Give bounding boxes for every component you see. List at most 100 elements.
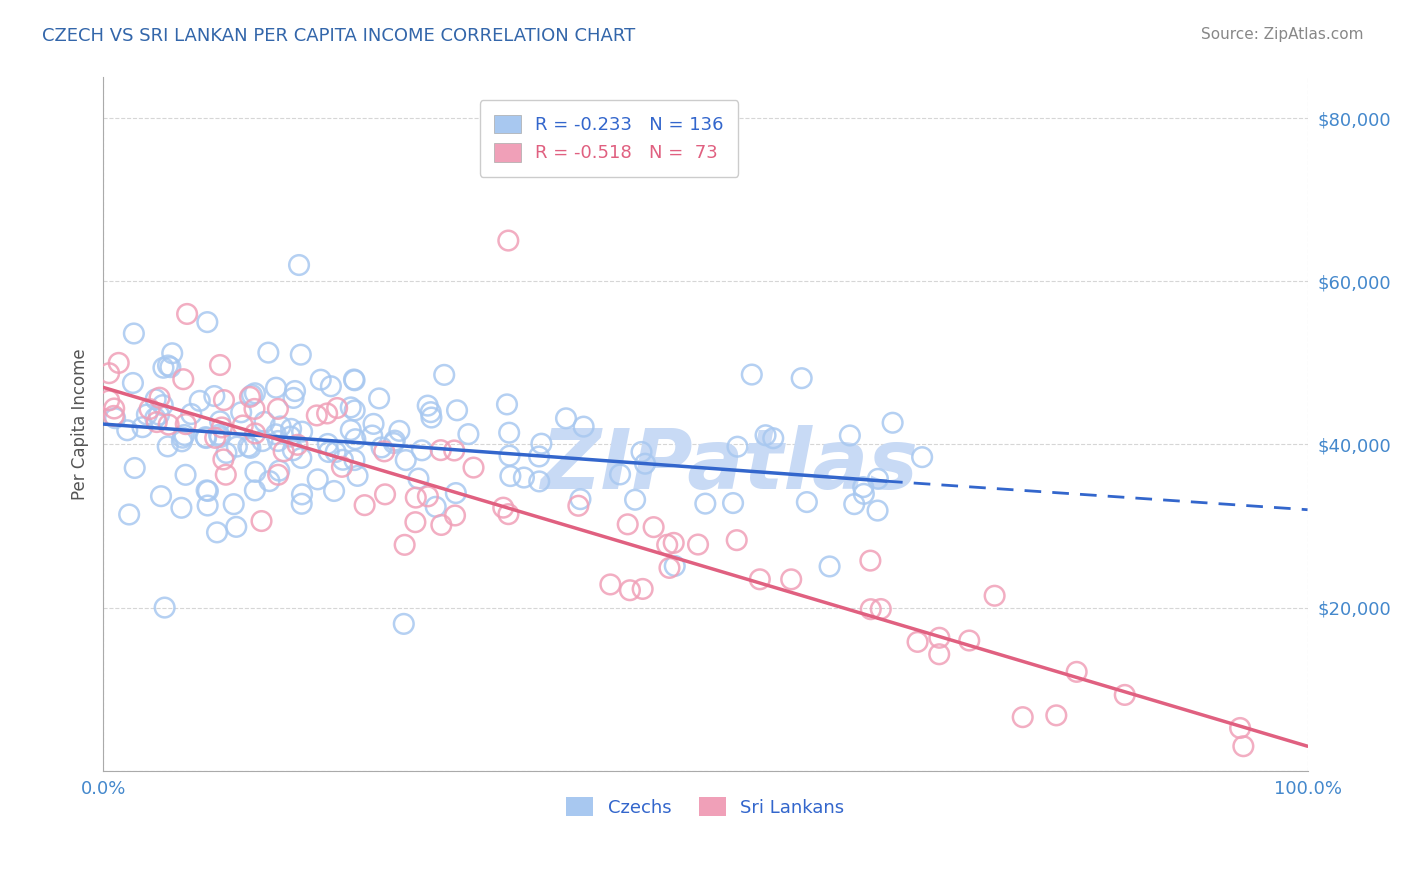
Point xyxy=(243,386,266,401)
Point xyxy=(156,359,179,373)
Point xyxy=(245,465,267,479)
Point xyxy=(172,431,194,445)
Point xyxy=(253,415,276,429)
Point xyxy=(156,439,179,453)
Point xyxy=(131,420,153,434)
Point xyxy=(98,366,121,380)
Point xyxy=(498,234,520,248)
Point xyxy=(174,467,197,482)
Point xyxy=(208,430,231,444)
Point xyxy=(513,470,536,484)
Point xyxy=(859,602,882,616)
Point xyxy=(498,507,520,521)
Point xyxy=(911,450,934,464)
Point xyxy=(118,508,141,522)
Point xyxy=(555,411,578,425)
Point xyxy=(616,517,638,532)
Text: ZIPatlas: ZIPatlas xyxy=(540,425,918,506)
Point xyxy=(257,345,280,359)
Point xyxy=(145,415,167,429)
Point xyxy=(1232,739,1254,754)
Point xyxy=(363,417,385,431)
Point xyxy=(624,492,647,507)
Point xyxy=(643,520,665,534)
Point xyxy=(225,520,247,534)
Point xyxy=(122,326,145,341)
Point xyxy=(309,373,332,387)
Point xyxy=(446,403,468,417)
Point xyxy=(529,475,551,489)
Point xyxy=(195,431,218,445)
Point xyxy=(160,346,183,360)
Point xyxy=(195,315,218,329)
Point xyxy=(323,483,346,498)
Point xyxy=(288,258,311,272)
Point xyxy=(273,444,295,458)
Point xyxy=(176,307,198,321)
Point xyxy=(1045,708,1067,723)
Point xyxy=(780,573,803,587)
Point xyxy=(159,360,181,375)
Point xyxy=(852,480,875,494)
Point xyxy=(725,533,748,548)
Point xyxy=(368,392,391,406)
Point xyxy=(330,459,353,474)
Point xyxy=(844,497,866,511)
Point xyxy=(443,443,465,458)
Point xyxy=(370,441,392,455)
Point xyxy=(394,538,416,552)
Point xyxy=(382,436,405,450)
Point xyxy=(172,372,194,386)
Text: Source: ZipAtlas.com: Source: ZipAtlas.com xyxy=(1201,27,1364,42)
Point xyxy=(1011,710,1033,724)
Point xyxy=(316,437,339,451)
Point xyxy=(429,443,451,458)
Point xyxy=(318,445,340,459)
Point xyxy=(305,409,328,423)
Point xyxy=(98,393,121,408)
Point xyxy=(869,602,891,616)
Point xyxy=(267,434,290,448)
Text: CZECH VS SRI LANKAN PER CAPITA INCOME CORRELATION CHART: CZECH VS SRI LANKAN PER CAPITA INCOME CO… xyxy=(42,27,636,45)
Point xyxy=(416,489,439,503)
Point xyxy=(325,445,347,459)
Point xyxy=(208,358,231,372)
Point xyxy=(721,496,744,510)
Point xyxy=(572,419,595,434)
Point xyxy=(208,414,231,428)
Point xyxy=(291,425,314,439)
Point xyxy=(344,432,367,446)
Point xyxy=(252,434,274,448)
Point xyxy=(197,483,219,498)
Point xyxy=(859,554,882,568)
Point xyxy=(150,489,173,503)
Point xyxy=(882,416,904,430)
Point xyxy=(818,559,841,574)
Point xyxy=(499,469,522,483)
Point xyxy=(145,392,167,407)
Point xyxy=(346,468,368,483)
Legend: Czechs, Sri Lankans: Czechs, Sri Lankans xyxy=(560,790,852,824)
Point xyxy=(240,388,263,402)
Point xyxy=(907,635,929,649)
Point xyxy=(762,431,785,445)
Point xyxy=(170,434,193,449)
Point xyxy=(103,401,125,416)
Point xyxy=(631,582,654,596)
Point xyxy=(796,495,818,509)
Point xyxy=(197,499,219,513)
Point xyxy=(232,418,254,433)
Point xyxy=(122,376,145,390)
Point xyxy=(658,561,681,575)
Point xyxy=(695,497,717,511)
Point xyxy=(419,405,441,419)
Point xyxy=(353,498,375,512)
Point xyxy=(634,457,657,471)
Point xyxy=(983,589,1005,603)
Point xyxy=(174,417,197,431)
Point xyxy=(339,423,361,437)
Point xyxy=(748,572,770,586)
Point xyxy=(153,600,176,615)
Point xyxy=(280,422,302,436)
Point xyxy=(188,393,211,408)
